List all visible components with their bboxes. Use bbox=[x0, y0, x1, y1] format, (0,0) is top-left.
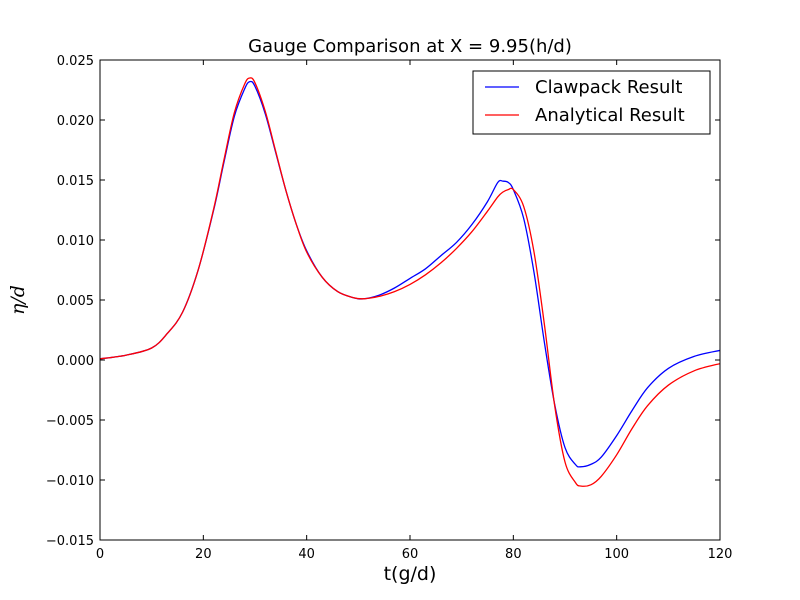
legend-label-clawpack: Clawpack Result bbox=[535, 77, 682, 98]
x-tick-label: 120 bbox=[708, 547, 733, 562]
chart-title: Gauge Comparison at X = 9.95(h/d) bbox=[248, 36, 572, 57]
y-tick-label: 0.020 bbox=[57, 114, 94, 129]
series-line-1 bbox=[100, 77, 720, 487]
legend: Clawpack Result Analytical Result bbox=[472, 70, 711, 135]
legend-label-analytical: Analytical Result bbox=[535, 105, 685, 126]
legend-box bbox=[472, 70, 711, 135]
x-axis-label: t(g/d) bbox=[384, 563, 437, 585]
y-tick-label: 0.025 bbox=[57, 54, 94, 69]
x-tick-label: 100 bbox=[604, 547, 629, 562]
series-line-0 bbox=[100, 80, 720, 468]
y-tick-label: 0.000 bbox=[57, 354, 94, 369]
y-tick-label: 0.015 bbox=[57, 174, 94, 189]
plot-area bbox=[100, 77, 720, 487]
y-axis-label: η/d bbox=[7, 285, 29, 315]
y-tick-label: 0.005 bbox=[57, 294, 94, 309]
y-tick-label: −0.015 bbox=[46, 534, 94, 549]
x-tick-label: 20 bbox=[195, 547, 212, 562]
y-tick-label: −0.010 bbox=[46, 474, 94, 489]
x-tick-label: 40 bbox=[298, 547, 315, 562]
x-tick-label: 80 bbox=[505, 547, 522, 562]
y-tick-label: −0.005 bbox=[46, 414, 94, 429]
x-tick-label: 60 bbox=[402, 547, 419, 562]
x-tick-label: 0 bbox=[96, 547, 104, 562]
y-tick-label: 0.010 bbox=[57, 234, 94, 249]
